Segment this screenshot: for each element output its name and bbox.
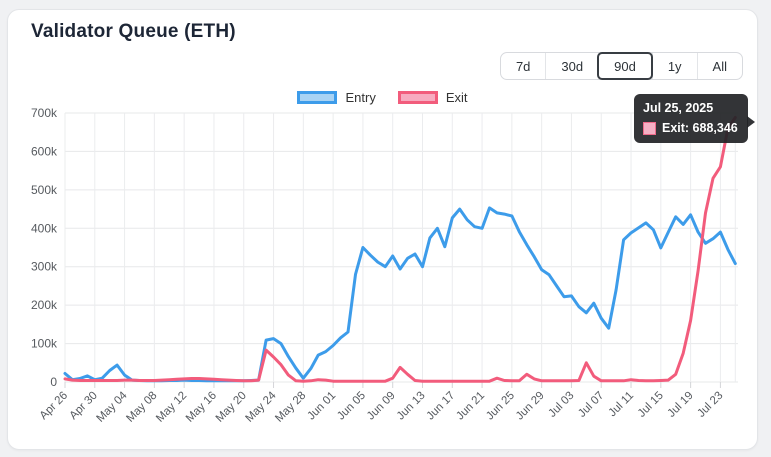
entry-legend-label: Entry	[345, 90, 376, 105]
range-button-all[interactable]: All	[696, 53, 742, 79]
legend-item-exit[interactable]: Exit	[397, 90, 468, 105]
page-title: Validator Queue (ETH)	[31, 21, 236, 42]
svg-text:600k: 600k	[31, 144, 58, 158]
svg-text:500k: 500k	[31, 183, 58, 197]
chart-card: Validator Queue (ETH) 7d 30d 90d 1y All …	[7, 9, 758, 450]
legend-item-entry[interactable]: Entry	[297, 90, 376, 105]
svg-text:0: 0	[50, 375, 57, 389]
range-button-30d[interactable]: 30d	[545, 53, 598, 79]
svg-text:100k: 100k	[31, 337, 58, 351]
range-button-7d[interactable]: 7d	[501, 53, 545, 79]
range-button-90d[interactable]: 90d	[597, 52, 653, 80]
time-range-button-group: 7d 30d 90d 1y All	[499, 52, 743, 80]
chart-tooltip: Jul 25, 2025 Exit: 688,346	[634, 94, 755, 143]
svg-text:300k: 300k	[31, 260, 58, 274]
svg-text:700k: 700k	[31, 106, 58, 120]
svg-text:400k: 400k	[31, 221, 58, 235]
svg-text:200k: 200k	[31, 298, 58, 312]
tooltip-exit-value: Exit: 688,346	[662, 121, 738, 135]
range-button-1y[interactable]: 1y	[651, 53, 697, 79]
exit-legend-swatch	[397, 91, 438, 104]
tooltip-exit-swatch	[643, 121, 656, 135]
entry-legend-swatch	[297, 91, 338, 104]
chart-legend: Entry Exit	[8, 90, 757, 105]
tooltip-date: Jul 25, 2025	[643, 101, 714, 115]
chart-plot-area[interactable]	[59, 110, 749, 400]
exit-legend-label: Exit	[445, 90, 468, 105]
